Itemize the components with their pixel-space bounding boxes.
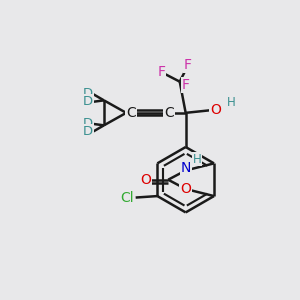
Text: F: F: [157, 65, 165, 79]
Text: O: O: [180, 182, 191, 196]
Text: O: O: [140, 173, 151, 187]
Text: C: C: [164, 106, 174, 120]
Text: D: D: [83, 125, 93, 138]
Text: F: F: [184, 58, 192, 72]
Text: D: D: [83, 87, 93, 100]
Text: N: N: [181, 161, 191, 175]
Text: O: O: [210, 103, 221, 117]
Text: F: F: [182, 78, 190, 92]
Text: C: C: [126, 106, 136, 120]
Text: H: H: [193, 153, 202, 166]
Text: Cl: Cl: [120, 190, 134, 205]
Text: D: D: [83, 117, 93, 130]
Text: H: H: [227, 96, 236, 109]
Text: D: D: [83, 95, 93, 108]
